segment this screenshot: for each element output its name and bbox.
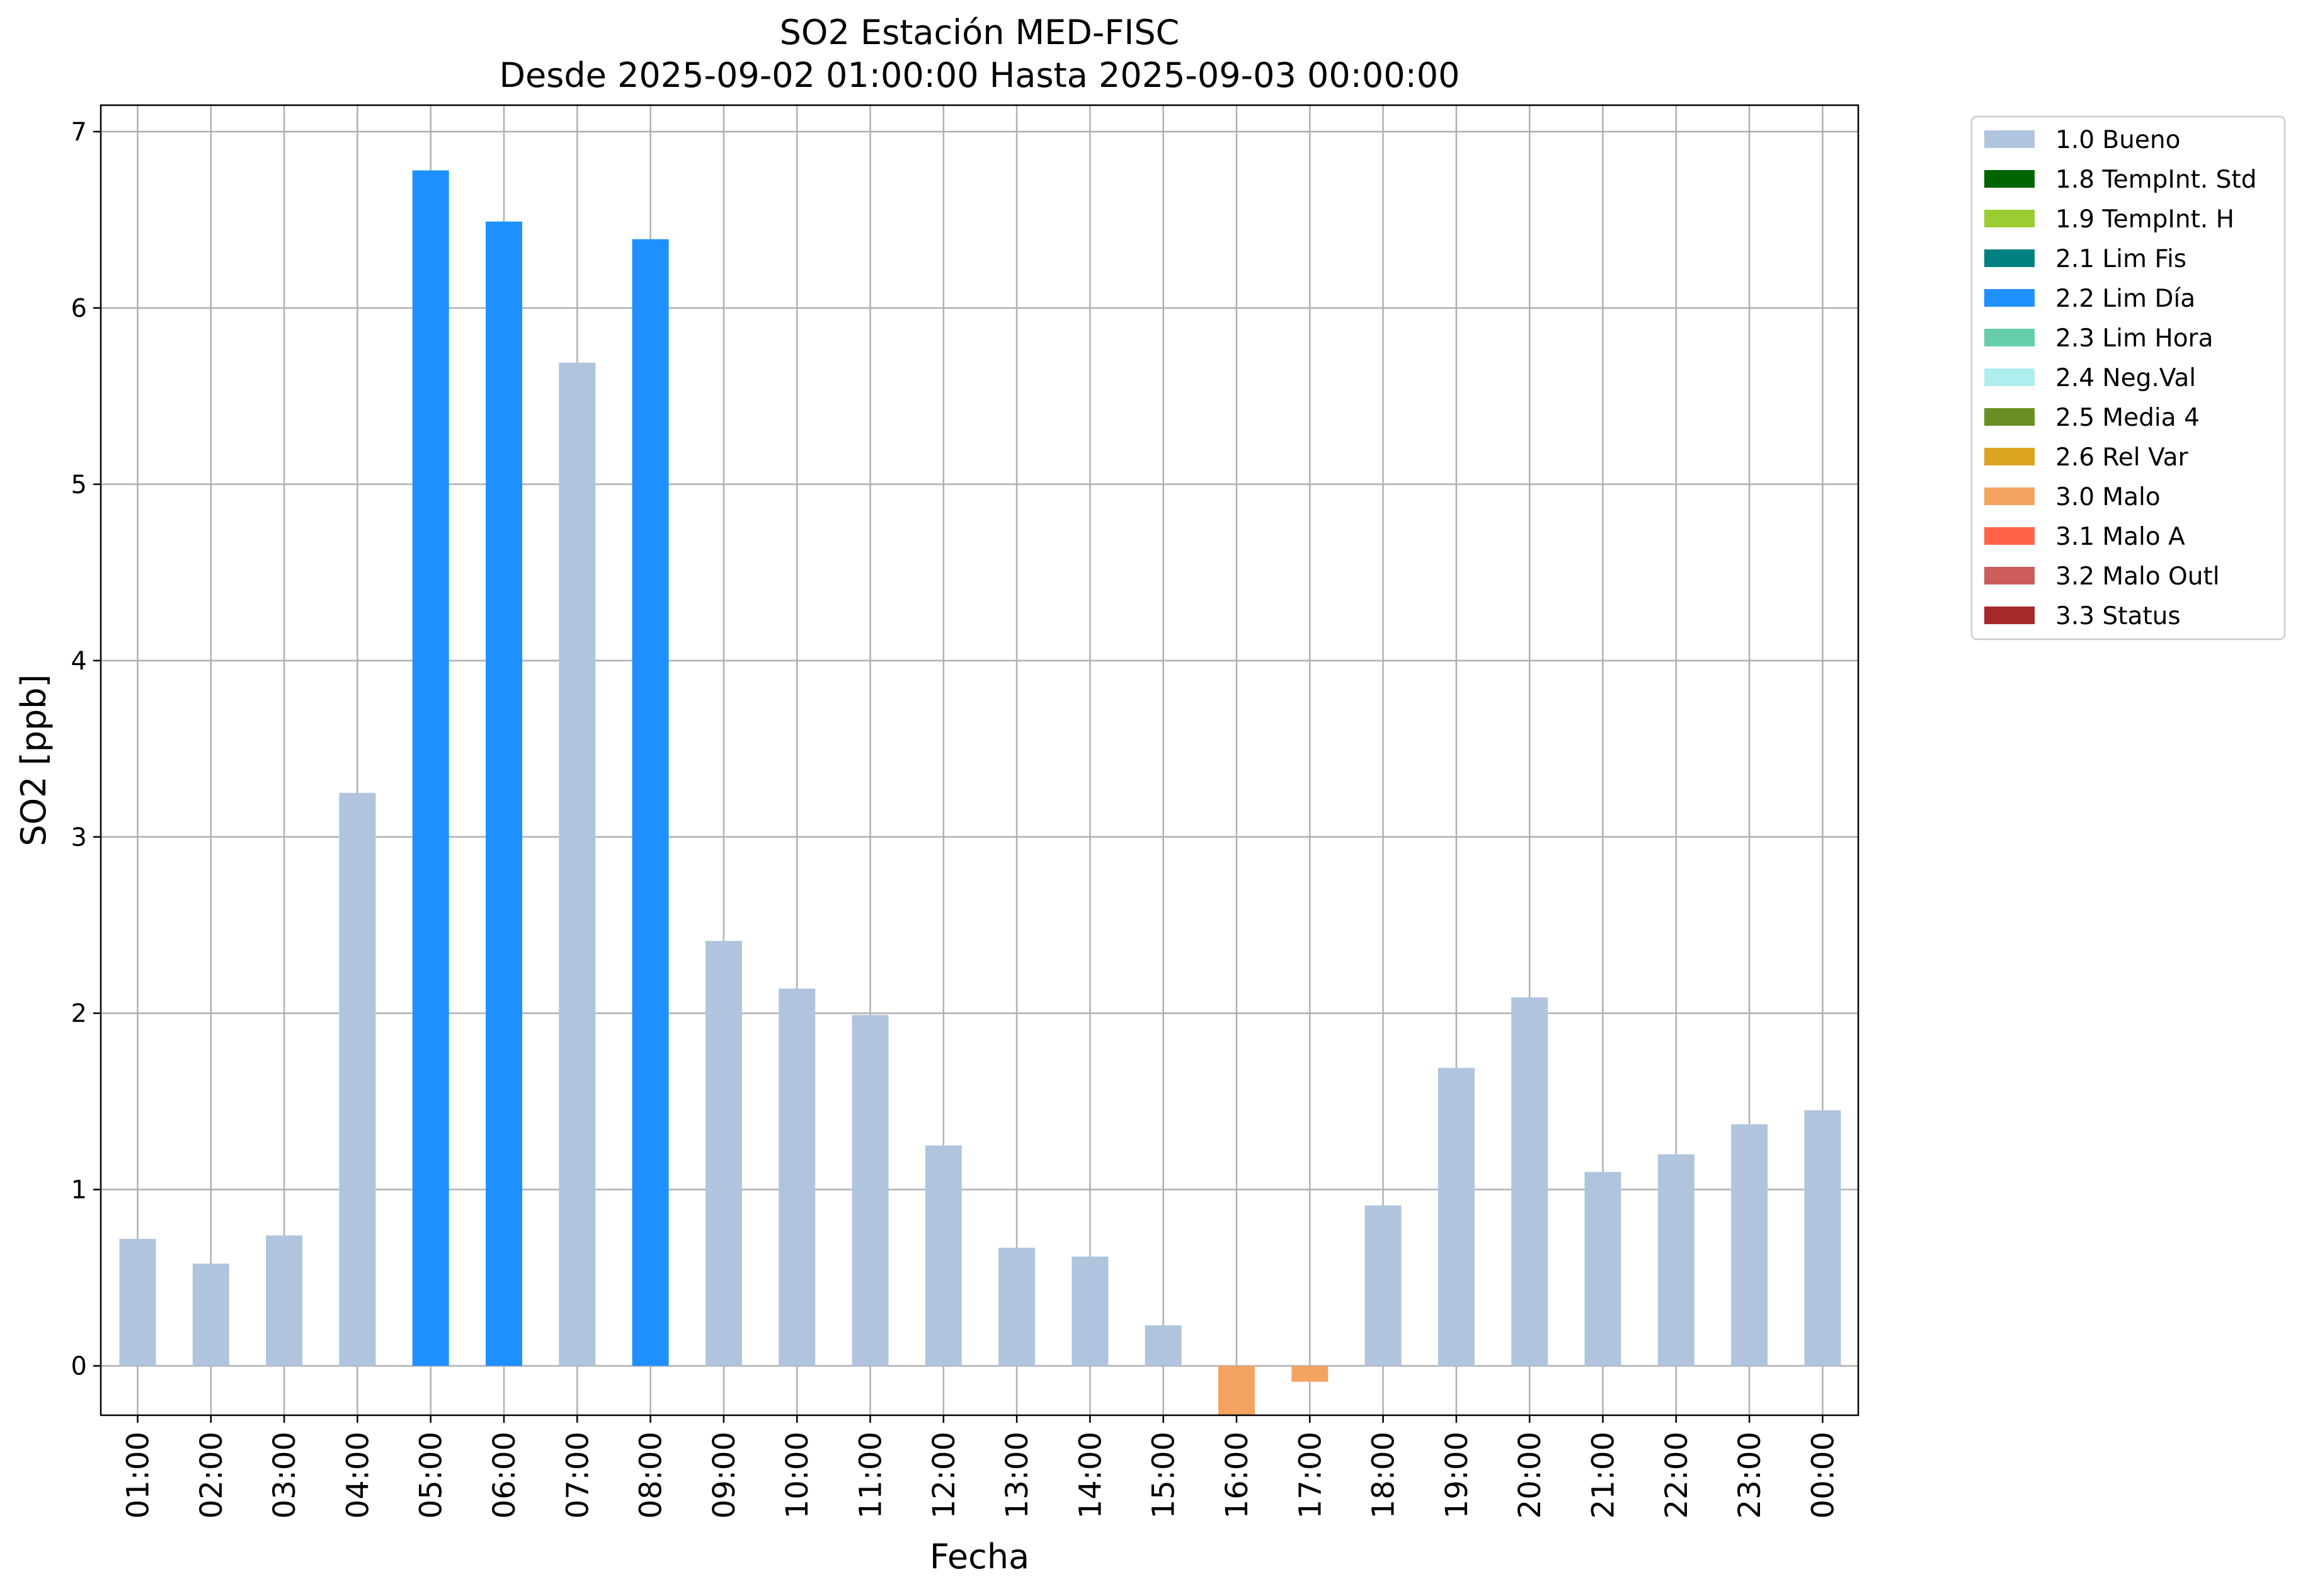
legend-box [1970, 115, 2286, 641]
y-tick-label: 5 [71, 470, 87, 499]
x-tick-label: 03:00 [267, 1432, 302, 1519]
x-tick-label: 06:00 [487, 1432, 522, 1519]
x-tick-label: 16:00 [1220, 1432, 1255, 1519]
legend-label-3.1: 3.1 Malo A [2055, 523, 2185, 551]
chart-title-line2: Desde 2025-09-02 01:00:00 Hasta 2025-09-… [499, 55, 1460, 95]
x-tick-label: 11:00 [854, 1432, 889, 1519]
legend-swatch-1.0 [1984, 130, 2035, 148]
x-tick-label: 15:00 [1146, 1432, 1182, 1519]
y-tick-label: 2 [71, 1000, 87, 1029]
x-tick-label: 18:00 [1366, 1432, 1402, 1519]
x-tick-label: 08:00 [634, 1432, 669, 1519]
legend-swatch-3.2 [1984, 567, 2035, 584]
legend-label-2.4: 2.4 Neg.Val [2055, 364, 2196, 392]
bar-1200 [925, 1145, 962, 1366]
x-tick-label: 02:00 [194, 1432, 229, 1519]
y-tick-label: 0 [71, 1352, 87, 1381]
legend: 1.0 Bueno 1.8 TempInt. Std 1.9 TempInt. H 2… [1970, 115, 2286, 641]
bar-1700 [1291, 1365, 1329, 1382]
bar-1400 [1071, 1257, 1109, 1366]
legend-label-2.1: 2.1 Lim Fis [2055, 245, 2186, 273]
x-tick-label: 19:00 [1439, 1432, 1475, 1519]
bar-2300 [1731, 1124, 1768, 1366]
x-tick-label: 23:00 [1732, 1432, 1768, 1519]
x-tick-label: 21:00 [1586, 1432, 1621, 1519]
x-tick-label: 22:00 [1659, 1432, 1694, 1519]
bar-1500 [1145, 1325, 1182, 1366]
x-axis-ticks: 01:00 02:00 03:00 04:00 05:00 06:00 07:00 08:00… [121, 1415, 1841, 1519]
bar-0300 [266, 1235, 303, 1366]
x-tick-label: 17:00 [1293, 1432, 1328, 1519]
legend-swatch-3.0 [1984, 487, 2035, 505]
bar-0700 [559, 362, 596, 1366]
legend-label-2.5: 2.5 Media 4 [2055, 404, 2200, 432]
legend-swatch-2.4 [1984, 368, 2035, 386]
legend-swatch-2.2 [1984, 289, 2035, 307]
legend-label-3.3: 3.3 Status [2055, 602, 2181, 630]
bar-0000 [1804, 1110, 1841, 1366]
bar-0800 [632, 239, 669, 1366]
legend-swatch-1.8 [1984, 170, 2035, 188]
legend-label-2.2: 2.2 Lim Día [2055, 285, 2195, 313]
legend-label-2.6: 2.6 Rel Var [2055, 443, 2189, 472]
x-tick-label: 20:00 [1512, 1432, 1548, 1519]
legend-label-1.8: 1.8 TempInt. Std [2055, 166, 2256, 194]
bar-1600 [1218, 1365, 1255, 1415]
bar-0500 [412, 170, 449, 1366]
y-tick-label: 1 [71, 1176, 87, 1205]
bar-1800 [1364, 1205, 1402, 1366]
legend-swatch-2.6 [1984, 448, 2035, 465]
bar-2000 [1511, 997, 1548, 1366]
bar-1300 [998, 1248, 1036, 1366]
y-tick-label: 3 [71, 823, 87, 852]
bar-1900 [1437, 1068, 1475, 1366]
x-tick-label: 13:00 [1000, 1432, 1035, 1519]
y-tick-label: 4 [71, 647, 87, 676]
legend-label-1.0: 1.0 Bueno [2055, 126, 2180, 154]
legend-swatch-2.1 [1984, 249, 2035, 267]
x-tick-label: 07:00 [560, 1432, 595, 1519]
bars-group [119, 170, 1841, 1415]
legend-label-1.9: 1.9 TempInt. H [2055, 205, 2234, 234]
x-tick-label: 04:00 [340, 1432, 375, 1519]
y-axis-label: SO2 [ppb] [14, 674, 54, 846]
bar-0900 [705, 940, 742, 1366]
legend-swatch-3.1 [1984, 527, 2035, 545]
x-tick-label: 09:00 [707, 1432, 742, 1519]
legend-swatch-2.3 [1984, 329, 2035, 346]
legend-label-3.2: 3.2 Malo Outl [2055, 562, 2220, 591]
x-tick-label: 01:00 [121, 1432, 156, 1519]
legend-label-2.3: 2.3 Lim Hora [2055, 324, 2214, 353]
chart-title-line1: SO2 Estación MED-FISC [780, 13, 1180, 52]
x-tick-label: 05:00 [414, 1432, 449, 1519]
bar-0600 [486, 221, 522, 1366]
y-axis-ticks: 0 1 2 3 4 5 6 7 [71, 118, 101, 1381]
x-tick-label: 12:00 [927, 1432, 962, 1519]
x-tick-label: 10:00 [780, 1432, 815, 1519]
x-tick-label: 14:00 [1073, 1432, 1108, 1519]
bar-2100 [1584, 1171, 1621, 1366]
y-tick-label: 7 [71, 118, 87, 147]
legend-swatch-2.5 [1984, 408, 2035, 426]
bar-2200 [1657, 1154, 1694, 1366]
bar-0200 [192, 1263, 229, 1366]
x-axis-label: Fecha [930, 1537, 1029, 1576]
legend-swatch-3.3 [1984, 607, 2035, 624]
bar-1100 [852, 1015, 889, 1366]
y-tick-label: 6 [71, 294, 87, 323]
x-tick-label: 00:00 [1805, 1432, 1841, 1519]
bar-0400 [339, 792, 376, 1366]
bar-0100 [119, 1239, 156, 1366]
legend-label-3.0: 3.0 Malo [2055, 483, 2161, 511]
legend-swatch-1.9 [1984, 210, 2035, 227]
plot-area-frame [100, 104, 1860, 1416]
bar-1000 [779, 988, 816, 1366]
